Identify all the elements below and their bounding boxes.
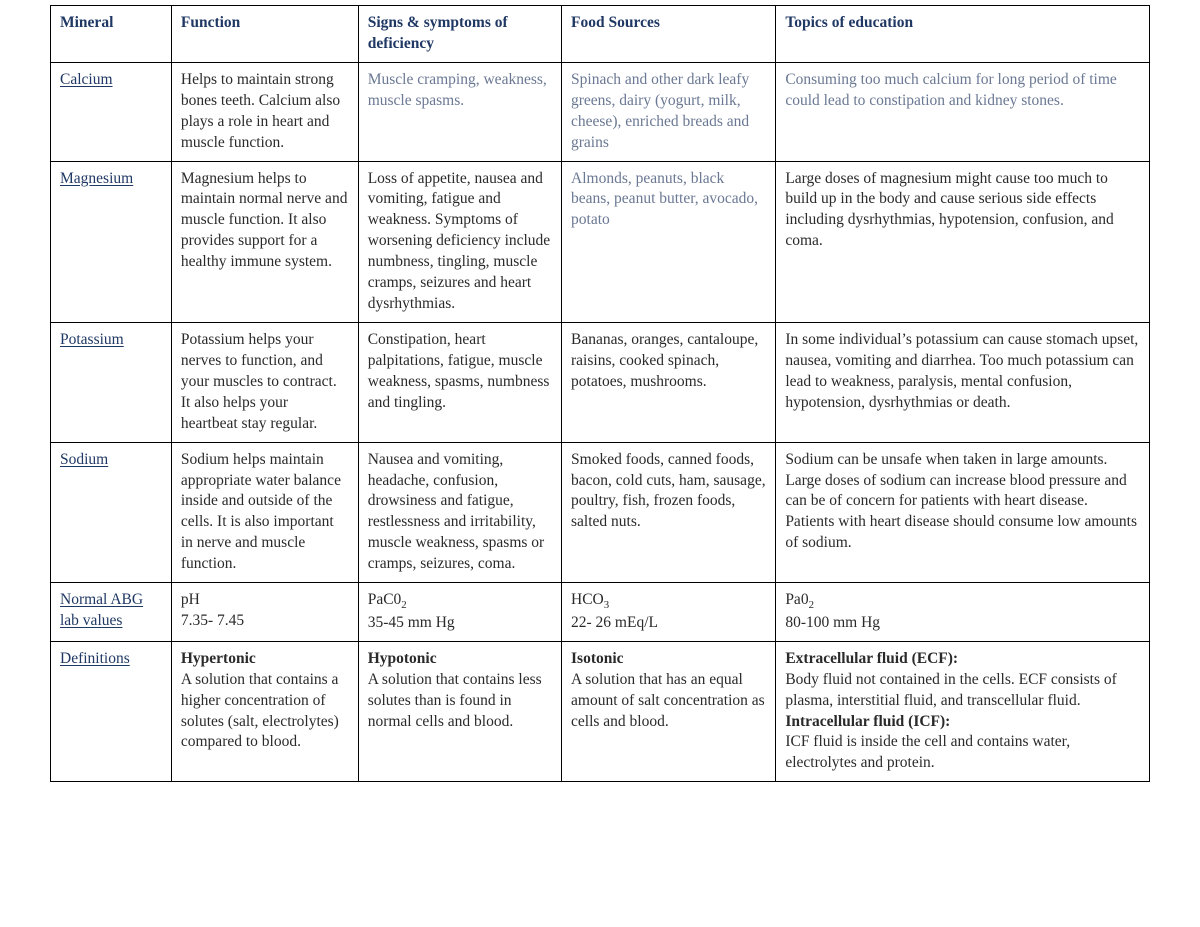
page-container: Mineral Function Signs & symptoms of def… bbox=[0, 0, 1200, 812]
def-hypotonic-title: Hypotonic bbox=[368, 650, 437, 667]
table-row: Potassium Potassium helps your nerves to… bbox=[51, 322, 1150, 442]
mineral-name-magnesium[interactable]: Magnesium bbox=[51, 161, 172, 322]
abg-pao2: Pa02 80-100 mm Hg bbox=[776, 583, 1150, 642]
abg-hco3: HCO3 22- 26 mEq/L bbox=[562, 583, 776, 642]
table-row: Magnesium Magnesium helps to maintain no… bbox=[51, 161, 1150, 322]
potassium-education: In some individual’s potassium can cause… bbox=[776, 322, 1150, 442]
def-isotonic-title: Isotonic bbox=[571, 650, 624, 667]
table-row-definitions: Definitions Hypertonic A solution that c… bbox=[51, 641, 1150, 782]
potassium-sources: Bananas, oranges, cantaloupe, raisins, c… bbox=[562, 322, 776, 442]
abg-pao2-sub: 2 bbox=[809, 599, 814, 611]
minerals-table: Mineral Function Signs & symptoms of def… bbox=[50, 5, 1150, 782]
sodium-deficiency: Nausea and vomiting, headache, confusion… bbox=[358, 442, 561, 583]
magnesium-sources: Almonds, peanuts, black beans, peanut bu… bbox=[562, 161, 776, 322]
potassium-function: Potassium helps your nerves to function,… bbox=[171, 322, 358, 442]
row-label-definitions[interactable]: Definitions bbox=[51, 641, 172, 782]
mineral-name-calcium[interactable]: Calcium bbox=[51, 62, 172, 161]
abg-pao2-value: 80-100 mm Hg bbox=[785, 614, 880, 631]
mineral-name-sodium[interactable]: Sodium bbox=[51, 442, 172, 583]
calcium-sources: Spinach and other dark leafy greens, dai… bbox=[562, 62, 776, 161]
def-isotonic-text: A solution that has an equal amount of s… bbox=[571, 671, 765, 730]
sodium-function: Sodium helps maintain appropriate water … bbox=[171, 442, 358, 583]
abg-ph: pH 7.35- 7.45 bbox=[171, 583, 358, 642]
table-row: Sodium Sodium helps maintain appropriate… bbox=[51, 442, 1150, 583]
sodium-education: Sodium can be unsafe when taken in large… bbox=[776, 442, 1150, 583]
abg-paco2-label: PaC0 bbox=[368, 591, 402, 608]
table-header-row: Mineral Function Signs & symptoms of def… bbox=[51, 6, 1150, 63]
header-mineral: Mineral bbox=[51, 6, 172, 63]
table-row-abg: Normal ABG lab values pH 7.35- 7.45 PaC0… bbox=[51, 583, 1150, 642]
calcium-education: Consuming too much calcium for long peri… bbox=[776, 62, 1150, 161]
magnesium-education: Large doses of magnesium might cause too… bbox=[776, 161, 1150, 322]
def-hypotonic: Hypotonic A solution that contains less … bbox=[358, 641, 561, 782]
def-isotonic: Isotonic A solution that has an equal am… bbox=[562, 641, 776, 782]
sodium-sources: Smoked foods, canned foods, bacon, cold … bbox=[562, 442, 776, 583]
def-hypotonic-text: A solution that contains less solutes th… bbox=[368, 671, 542, 730]
def-hypertonic: Hypertonic A solution that contains a hi… bbox=[171, 641, 358, 782]
abg-ph-label: pH bbox=[181, 591, 200, 608]
calcium-deficiency: Muscle cramping, weakness, muscle spasms… bbox=[358, 62, 561, 161]
def-ecf-title: Extracellular fluid (ECF): bbox=[785, 650, 958, 667]
def-ecf-text: Body fluid not contained in the cells. E… bbox=[785, 671, 1117, 709]
abg-ph-value: 7.35- 7.45 bbox=[181, 612, 244, 629]
header-deficiency: Signs & symptoms of deficiency bbox=[358, 6, 561, 63]
magnesium-function: Magnesium helps to maintain normal nerve… bbox=[171, 161, 358, 322]
mineral-name-potassium[interactable]: Potassium bbox=[51, 322, 172, 442]
def-icf-text: ICF fluid is inside the cell and contain… bbox=[785, 733, 1070, 771]
row-label-abg[interactable]: Normal ABG lab values bbox=[51, 583, 172, 642]
def-icf-title: Intracellular fluid (ICF): bbox=[785, 713, 950, 730]
calcium-function: Helps to maintain strong bones teeth. Ca… bbox=[171, 62, 358, 161]
header-sources: Food Sources bbox=[562, 6, 776, 63]
header-education: Topics of education bbox=[776, 6, 1150, 63]
def-hypertonic-title: Hypertonic bbox=[181, 650, 256, 667]
magnesium-deficiency: Loss of appetite, nausea and vomiting, f… bbox=[358, 161, 561, 322]
abg-hco3-sub: 3 bbox=[604, 599, 609, 611]
abg-pao2-label: Pa0 bbox=[785, 591, 808, 608]
def-fluids: Extracellular fluid (ECF): Body fluid no… bbox=[776, 641, 1150, 782]
abg-paco2-value: 35-45 mm Hg bbox=[368, 614, 455, 631]
abg-paco2: PaC02 35-45 mm Hg bbox=[358, 583, 561, 642]
def-hypertonic-text: A solution that contains a higher concen… bbox=[181, 671, 339, 751]
header-function: Function bbox=[171, 6, 358, 63]
abg-hco3-label: HCO bbox=[571, 591, 604, 608]
abg-hco3-value: 22- 26 mEq/L bbox=[571, 614, 658, 631]
table-row: Calcium Helps to maintain strong bones t… bbox=[51, 62, 1150, 161]
potassium-deficiency: Constipation, heart palpitations, fatigu… bbox=[358, 322, 561, 442]
abg-paco2-sub: 2 bbox=[401, 599, 406, 611]
